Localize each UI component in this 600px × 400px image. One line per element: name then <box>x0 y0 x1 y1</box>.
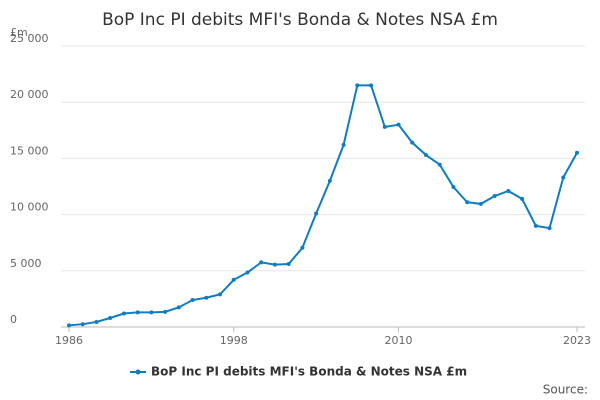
point <box>204 295 209 300</box>
point <box>561 175 566 180</box>
point <box>533 223 538 228</box>
source: Source: <box>543 383 588 397</box>
point <box>176 305 181 310</box>
point <box>231 277 236 282</box>
line <box>68 84 578 327</box>
point <box>135 310 140 315</box>
point <box>492 194 497 199</box>
point <box>108 316 113 321</box>
point <box>396 122 401 127</box>
point <box>327 178 332 183</box>
point <box>382 124 387 129</box>
point <box>67 323 71 328</box>
point <box>190 298 195 303</box>
point <box>218 292 223 297</box>
point <box>245 270 250 275</box>
point <box>341 142 346 147</box>
y-tick-label: 20 000 <box>10 88 49 101</box>
point <box>300 245 305 250</box>
point <box>547 226 552 231</box>
legend-marker <box>135 369 141 375</box>
y-tick-label: 25 000 <box>10 32 49 45</box>
point <box>314 211 319 216</box>
point <box>451 185 456 190</box>
point <box>520 196 525 201</box>
x-tick-label: 1986 <box>55 334 83 347</box>
point <box>410 140 415 145</box>
y-tick-label: 0 <box>10 313 17 326</box>
point <box>465 200 470 205</box>
point <box>94 319 99 324</box>
y-axis-label: £m <box>10 26 28 39</box>
x-tick-label: 2010 <box>385 334 413 347</box>
x-tick-label: 2023 <box>563 334 591 347</box>
point <box>286 262 291 267</box>
point <box>369 83 374 88</box>
point <box>478 201 483 206</box>
point <box>423 153 428 158</box>
point <box>121 311 126 316</box>
point <box>259 260 264 265</box>
y-tick-label: 15 000 <box>10 144 49 157</box>
legend-label: BoP Inc PI debits MFI's Bonda & Notes NS… <box>151 365 467 379</box>
y-tick-label: 10 000 <box>10 201 49 214</box>
point <box>575 150 579 155</box>
point <box>80 322 85 327</box>
point <box>163 309 168 314</box>
point <box>272 262 277 267</box>
point <box>355 83 360 88</box>
x-tick-label: 1998 <box>220 334 248 347</box>
point <box>437 162 442 167</box>
chart-title: BoP Inc PI debits MFI's Bonda & Notes NS… <box>102 10 498 30</box>
point <box>149 310 154 315</box>
y-tick-label: 5 000 <box>10 257 42 270</box>
point <box>506 188 511 193</box>
